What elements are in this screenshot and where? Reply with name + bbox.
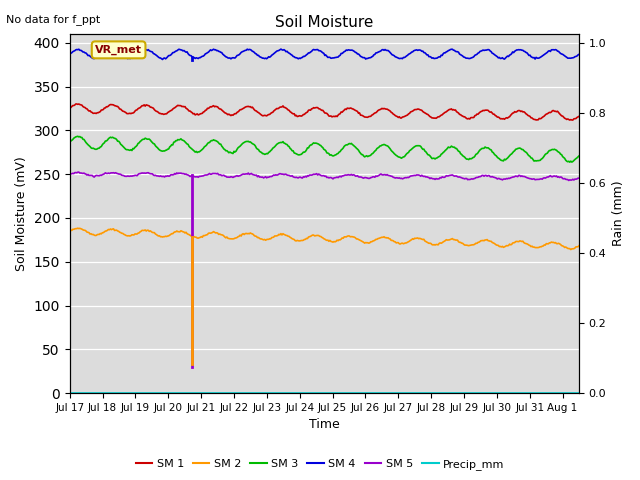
Legend: SM 1, SM 2, SM 3, SM 4, SM 5, Precip_mm: SM 1, SM 2, SM 3, SM 4, SM 5, Precip_mm xyxy=(131,455,509,474)
Y-axis label: Rain (mm): Rain (mm) xyxy=(612,181,625,246)
Title: Soil Moisture: Soil Moisture xyxy=(275,15,374,30)
Text: VR_met: VR_met xyxy=(95,45,142,55)
Y-axis label: Soil Moisture (mV): Soil Moisture (mV) xyxy=(15,156,28,271)
Text: No data for f_ppt: No data for f_ppt xyxy=(6,14,100,25)
X-axis label: Time: Time xyxy=(309,419,340,432)
